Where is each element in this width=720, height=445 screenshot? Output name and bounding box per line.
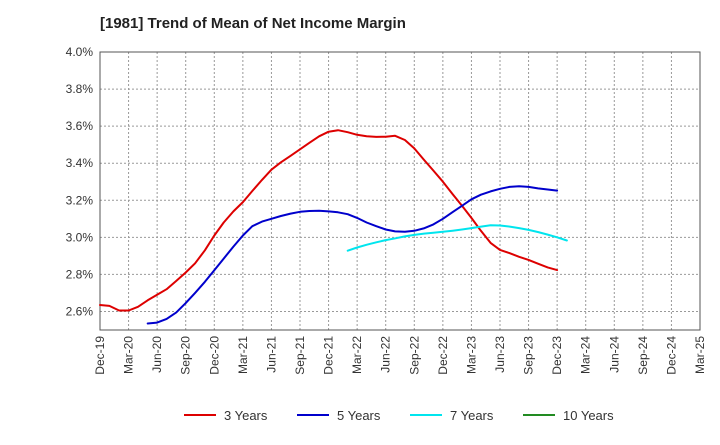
- axes: 2.6% 2.8% 3.0% 3.2% 3.4% 3.6% 3.8% 4.0% Dec-19 Ma…: [66, 45, 707, 375]
- series-line-3-years: [99, 129, 559, 312]
- x-tick-label: Mar-20: [122, 336, 136, 374]
- x-tick-label: Jun-21: [264, 336, 278, 373]
- x-tick-label: Dec-22: [436, 336, 450, 375]
- y-tick-label: 3.2%: [66, 193, 94, 207]
- x-tick-label: Sep-24: [636, 336, 650, 375]
- y-tick-label: 3.6%: [66, 119, 94, 133]
- y-tick-label: 4.0%: [66, 45, 94, 59]
- x-tick-label: Dec-20: [207, 336, 221, 375]
- x-tick-label: Dec-24: [664, 336, 678, 375]
- y-tick-label: 2.6%: [66, 304, 94, 318]
- legend-label: 10 Years: [563, 408, 614, 423]
- grid-lines: [99, 51, 701, 330]
- x-tick-label: Sep-20: [179, 336, 193, 375]
- x-tick-label: Sep-23: [522, 336, 536, 375]
- x-tick-label: Sep-21: [293, 336, 307, 375]
- x-tick-label: Jun-24: [607, 336, 621, 373]
- series-line-7-years: [346, 224, 568, 252]
- y-tick-label: 3.0%: [66, 230, 94, 244]
- x-tick-label: Mar-25: [693, 336, 707, 374]
- x-tick-label: Mar-24: [579, 336, 593, 374]
- legend: 3 Years 5 Years 7 Years 10 Years: [184, 408, 614, 423]
- x-tick-label: Dec-23: [550, 336, 564, 375]
- x-tick-label: Mar-21: [236, 336, 250, 374]
- legend-label: 7 Years: [450, 408, 494, 423]
- series-line-5-years: [146, 185, 559, 325]
- legend-label: 3 Years: [224, 408, 268, 423]
- plot-area-border: [99, 51, 701, 331]
- x-tick-label: Jun-23: [493, 336, 507, 373]
- chart-title: [1981] Trend of Mean of Net Income Margi…: [100, 15, 406, 32]
- x-tick-label: Mar-23: [464, 336, 478, 374]
- x-tick-label: Mar-22: [350, 336, 364, 374]
- y-tick-label: 3.4%: [66, 156, 94, 170]
- x-tick-label: Dec-19: [93, 336, 107, 375]
- x-tick-label: Jun-22: [379, 336, 393, 373]
- y-tick-label: 3.8%: [66, 82, 94, 96]
- x-tick-label: Sep-22: [407, 336, 421, 375]
- x-tick-label: Dec-21: [322, 336, 336, 375]
- x-tick-label: Jun-20: [150, 336, 164, 373]
- y-tick-label: 2.8%: [66, 267, 94, 281]
- series-lines: [99, 129, 568, 325]
- legend-label: 5 Years: [337, 408, 381, 423]
